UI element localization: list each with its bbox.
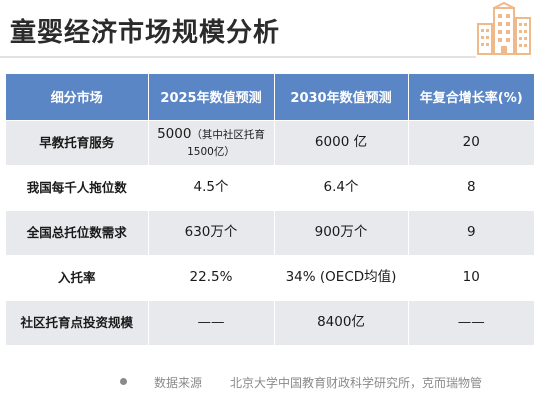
bullet-icon (120, 378, 127, 385)
value-2030-cell: 900万个 (274, 209, 409, 255)
cagr-cell: 8 (408, 164, 534, 210)
value-2025-cell: —— (148, 299, 275, 345)
value-2025-note: （其中社区托育1500亿） (187, 128, 265, 158)
header-segment: 细分市场 (6, 74, 149, 120)
cagr-cell: 9 (408, 209, 534, 255)
page-title: 童婴经济市场规模分析 (10, 18, 281, 48)
market-size-table: 细分市场 2025年数值预测 2030年数值预测 年复合增长率(%) 早教托育服… (6, 74, 534, 345)
header-2030: 2030年数值预测 (274, 74, 409, 120)
header-cagr: 年复合增长率(%) (408, 74, 534, 120)
value-2025-main: 5000 (157, 125, 192, 142)
segment-cell: 全国总托位数需求 (6, 209, 149, 255)
segment-cell: 入托率 (6, 254, 149, 300)
cagr-cell: 10 (408, 254, 534, 300)
cagr-cell: —— (408, 299, 534, 345)
city-buildings-icon (477, 2, 531, 55)
header-2025: 2025年数值预测 (148, 74, 275, 120)
table-row: 我国每千人拖位数 4.5个 6.4个 8 (6, 164, 534, 210)
table-row: 社区托育点投资规模 —— 8400亿 —— (6, 299, 534, 345)
source-text: 北京大学中国教育财政科学研究所，克而瑞物管 (230, 376, 483, 390)
table-row: 全国总托位数需求 630万个 900万个 9 (6, 209, 534, 255)
value-2030-cell: 6.4个 (274, 164, 409, 210)
segment-cell: 早教托育服务 (6, 119, 149, 165)
value-2030-cell: 6000 亿 (274, 119, 409, 165)
segment-cell: 社区托育点投资规模 (6, 299, 149, 345)
table-row: 入托率 22.5% 34% (OECD均值) 10 (6, 254, 534, 300)
value-2025-cell: 22.5% (148, 254, 275, 300)
source-label: 数据来源 (154, 376, 203, 390)
value-2030-cell: 8400亿 (274, 299, 409, 345)
value-2030-cell: 34% (OECD均值) (274, 254, 409, 300)
title-divider (0, 56, 476, 58)
value-2025-cell: 4.5个 (148, 164, 275, 210)
value-2025-cell: 5000（其中社区托育1500亿） (148, 119, 275, 165)
value-2025-cell: 630万个 (148, 209, 275, 255)
segment-cell: 我国每千人拖位数 (6, 164, 149, 210)
table-header-row: 细分市场 2025年数值预测 2030年数值预测 年复合增长率(%) (6, 74, 534, 120)
cagr-cell: 20 (408, 119, 534, 165)
table-row: 早教托育服务 5000（其中社区托育1500亿） 6000 亿 20 (6, 119, 534, 165)
